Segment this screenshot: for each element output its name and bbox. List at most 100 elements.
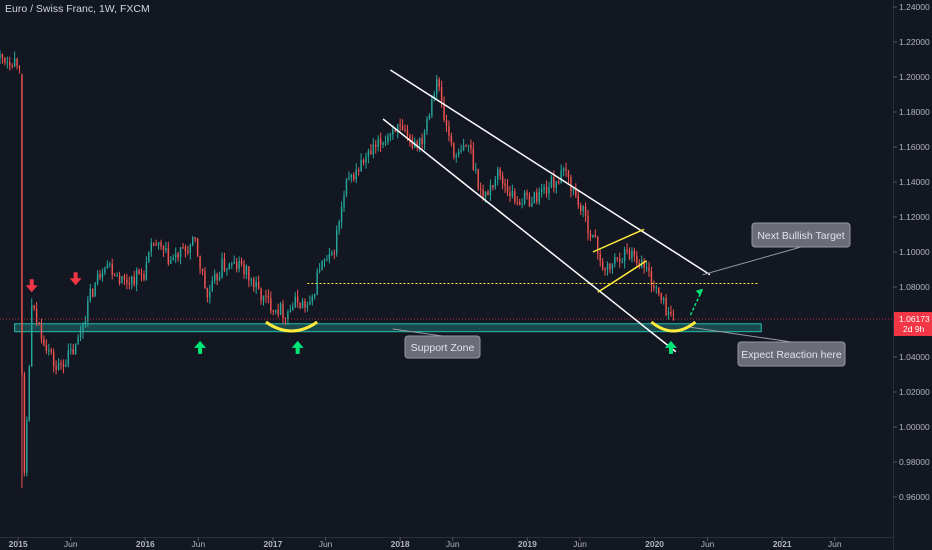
candle-body xyxy=(179,247,182,258)
up-arrow-icon xyxy=(664,340,677,354)
channel-lower-line[interactable] xyxy=(382,118,677,353)
candle xyxy=(621,257,623,264)
candle-body xyxy=(340,207,343,222)
candle-body xyxy=(597,236,599,254)
x-tick-label: Jun xyxy=(828,539,842,549)
candle xyxy=(223,252,226,273)
candle-body xyxy=(77,337,79,345)
flag-upper-line[interactable] xyxy=(592,228,645,253)
channel-upper-line[interactable] xyxy=(389,69,711,276)
candle xyxy=(145,256,148,281)
candle-body xyxy=(411,139,414,148)
candle-body xyxy=(418,138,421,146)
candle-body xyxy=(543,186,545,190)
candle xyxy=(562,166,565,177)
candle xyxy=(104,266,106,276)
candle xyxy=(457,148,460,158)
candle xyxy=(133,270,135,287)
candle xyxy=(665,294,667,317)
candle-body xyxy=(96,273,99,284)
y-tick-label: 0.96000 xyxy=(899,492,930,502)
candle xyxy=(616,257,619,262)
price-axis[interactable]: 1.24000 1.22000 1.20000 1.18000 1.16000 1.140… xyxy=(893,0,932,550)
candle xyxy=(135,267,138,292)
x-tick-label: Jun xyxy=(64,539,78,549)
candle xyxy=(30,298,33,367)
x-tick-label: 2019 xyxy=(518,539,537,549)
candle xyxy=(196,237,199,258)
candle xyxy=(260,287,262,305)
candle-body xyxy=(287,311,289,319)
candle-body xyxy=(667,311,670,315)
callout-pointer xyxy=(690,326,792,343)
candle xyxy=(1,53,4,64)
candle xyxy=(121,275,123,284)
candle xyxy=(77,334,79,345)
y-tick-label: 1.14000 xyxy=(899,177,930,187)
candle xyxy=(109,261,111,268)
time-axis[interactable]: 2015 Jun 2016 Jun 2017 Jun 2018 Jun 2019 Jun 2020 J… xyxy=(0,537,893,550)
candle-body xyxy=(296,296,299,303)
candle-body xyxy=(655,287,658,289)
candle-body xyxy=(282,303,284,318)
candle-body xyxy=(238,261,240,269)
candle-body xyxy=(526,192,528,196)
candle xyxy=(443,96,445,123)
candle-body xyxy=(489,185,492,196)
price-axis-bg xyxy=(893,0,932,550)
candle xyxy=(140,268,143,282)
support-zone-rect[interactable] xyxy=(14,323,762,333)
candle xyxy=(206,287,209,303)
candle xyxy=(540,183,543,198)
candle-body xyxy=(253,279,255,288)
flag-lower-line[interactable] xyxy=(597,260,647,293)
candle xyxy=(316,268,318,296)
candle-body xyxy=(457,151,460,156)
candle-body xyxy=(443,102,445,121)
candle xyxy=(277,303,279,318)
candle-body xyxy=(584,206,587,216)
candle xyxy=(6,56,9,69)
candle xyxy=(243,259,245,279)
candle xyxy=(248,266,250,288)
candle xyxy=(526,189,528,200)
candle-body xyxy=(628,250,631,259)
candle xyxy=(162,245,165,257)
candle xyxy=(357,167,360,176)
candle xyxy=(89,283,92,303)
candle-body xyxy=(426,118,428,132)
candle-body xyxy=(606,263,609,271)
candle xyxy=(489,179,492,201)
candle-body xyxy=(148,251,150,262)
candle-body xyxy=(611,263,614,269)
candle xyxy=(348,171,350,181)
candle xyxy=(611,263,614,274)
candle xyxy=(521,198,523,209)
candle xyxy=(511,184,514,199)
candle-body xyxy=(196,238,199,256)
callout[interactable]: Support Zone xyxy=(392,328,481,359)
candle-body xyxy=(516,201,518,203)
candle-body xyxy=(192,237,194,245)
candle xyxy=(65,359,67,368)
candle xyxy=(448,120,450,142)
callout[interactable]: Next Bullish Target xyxy=(702,222,851,276)
candle xyxy=(265,289,267,304)
candle xyxy=(587,210,589,241)
candle xyxy=(645,261,648,272)
candle xyxy=(87,295,89,327)
candle xyxy=(292,302,294,311)
candle-body xyxy=(321,260,323,271)
candle xyxy=(497,166,499,186)
callout[interactable]: Expect Reaction here xyxy=(690,326,846,367)
candle-body xyxy=(143,274,145,280)
candle xyxy=(255,276,257,294)
candle xyxy=(331,250,333,257)
candle xyxy=(233,255,235,265)
candle-body xyxy=(11,65,13,67)
candle xyxy=(296,289,299,308)
candle xyxy=(23,371,26,477)
candle xyxy=(433,90,436,102)
x-tick-label: 2015 xyxy=(9,539,28,549)
